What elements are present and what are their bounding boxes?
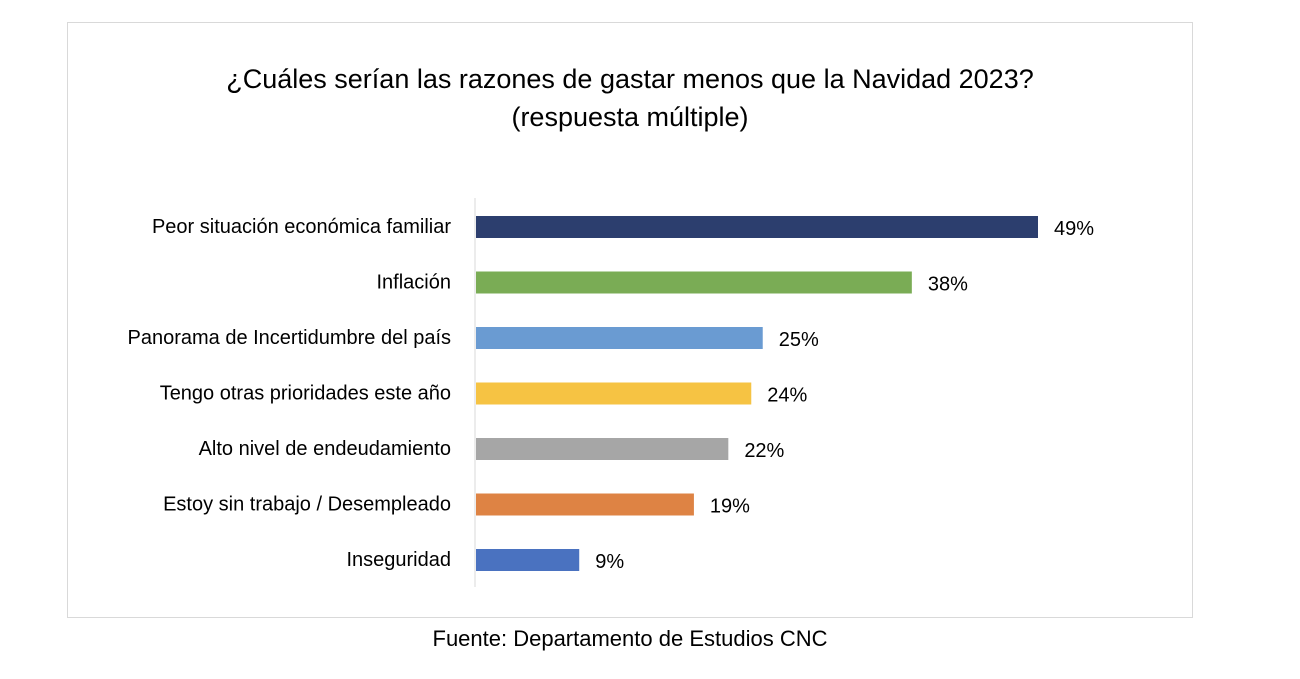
data-label: 19%	[710, 496, 750, 518]
chart-subtitle: (respuesta múltiple)	[511, 102, 749, 132]
category-label: Alto nivel de endeudamiento	[199, 438, 451, 460]
bar	[476, 271, 912, 294]
category-label: Peor situación económica familiar	[152, 216, 451, 238]
bar	[476, 327, 763, 349]
data-label: 9%	[595, 551, 624, 573]
data-label: 22%	[744, 440, 784, 462]
chart-title: ¿Cuáles serían las razones de gastar men…	[67, 60, 1193, 136]
category-label: Inseguridad	[346, 549, 451, 571]
bar	[476, 493, 694, 516]
category-label: Panorama de Incertidumbre del país	[127, 327, 451, 349]
bar	[476, 382, 752, 405]
chart-frame	[67, 22, 1193, 618]
chart-title-main: ¿Cuáles serían las razones de gastar men…	[226, 64, 1034, 94]
data-label: 25%	[779, 329, 819, 351]
data-label: 49%	[1054, 218, 1094, 240]
category-label: Estoy sin trabajo / Desempleado	[163, 494, 451, 516]
data-label: 38%	[928, 274, 968, 296]
bar	[476, 438, 729, 460]
bar	[476, 216, 1038, 238]
data-label: 24%	[767, 385, 807, 407]
bar	[476, 549, 580, 571]
category-label: Inflación	[377, 272, 452, 294]
source-note: Fuente: Departamento de Estudios CNC	[432, 626, 828, 651]
category-label: Tengo otras prioridades este año	[160, 383, 451, 405]
